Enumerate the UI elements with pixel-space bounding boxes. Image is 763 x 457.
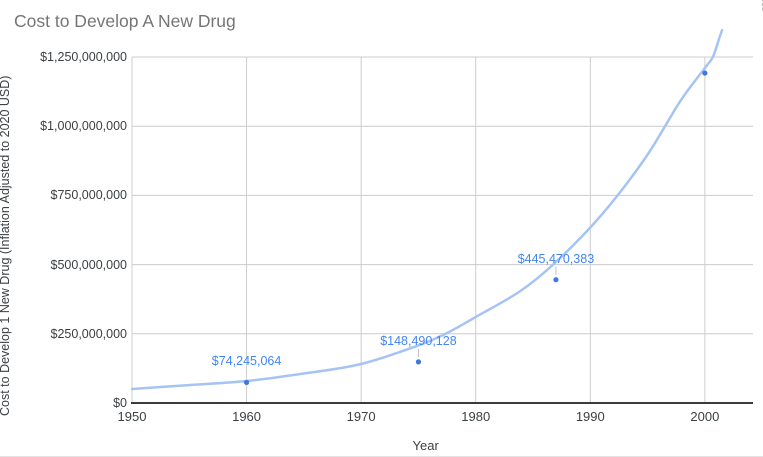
y-axis-tick-label: $1,250,000,000 (40, 50, 127, 64)
data-point-dot[interactable] (415, 359, 422, 365)
x-axis-title: Year (412, 438, 439, 453)
data-point-label[interactable]: $445,470,383 (517, 251, 595, 266)
data-point-dot[interactable] (702, 70, 708, 76)
y-axis-tick-label: $250,000,000 (50, 326, 127, 341)
y-axis-title: Cost to Develop 1 New Drug (Inflation Ad… (0, 75, 12, 416)
trendline-curve (130, 28, 724, 391)
data-point-label[interactable]: $148,490,128 (380, 333, 457, 348)
vertical-ellipsis-icon[interactable]: ⋮ (756, 0, 763, 19)
x-axis-tick-label: 1960 (232, 409, 262, 424)
x-axis-tick-label: 1990 (575, 409, 605, 424)
y-axis-tick-label: $750,000,000 (50, 188, 127, 203)
data-point-dot[interactable] (553, 277, 559, 283)
data-point-label[interactable]: $74,245,064 (211, 354, 282, 369)
x-axis-tick-label: 1980 (461, 409, 491, 424)
x-axis-tick-label: 2000 (690, 409, 720, 424)
chart-title: Cost to Develop A New Drug (14, 11, 236, 31)
x-axis-tick-label: 1970 (346, 409, 376, 424)
x-axis-tick-label: 1950 (117, 409, 147, 424)
y-axis-tick-label: $0 (113, 396, 127, 410)
data-point-dot[interactable] (243, 379, 250, 386)
y-axis-tick-label: $1,000,000,000 (40, 119, 127, 134)
y-axis-tick-label: $500,000,000 (50, 257, 127, 272)
